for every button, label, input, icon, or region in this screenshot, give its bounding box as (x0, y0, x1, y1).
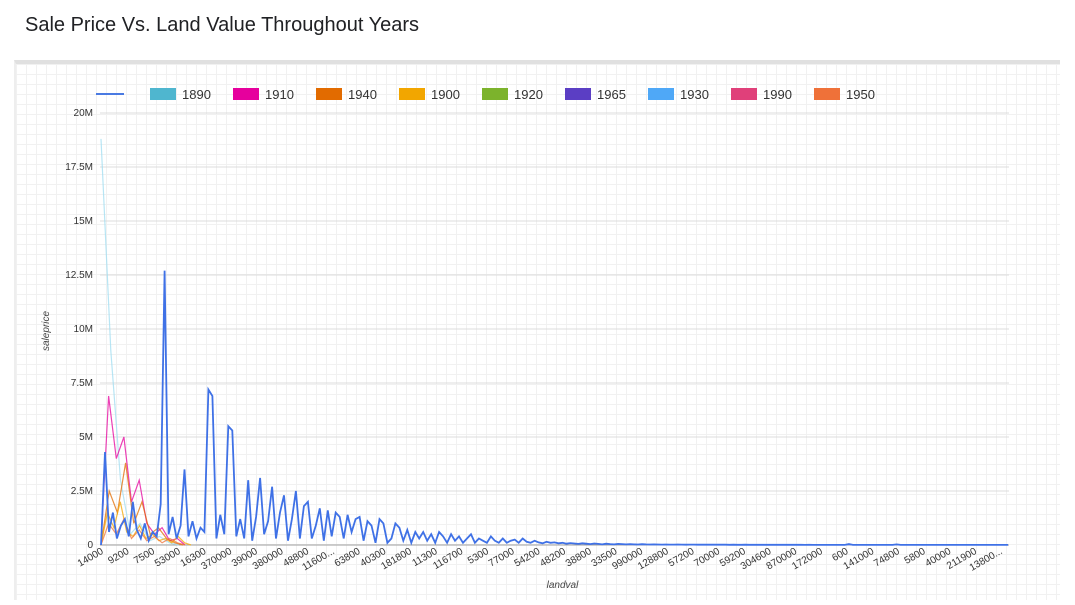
x-tick-label: 63800 (333, 546, 363, 570)
x-tick-label: 57200 (667, 546, 697, 570)
x-tick-label: 38800 (564, 546, 594, 570)
legend-swatch-1890 (150, 88, 176, 100)
y-tick-label: 5M (79, 432, 93, 443)
x-tick-label: 53000 (153, 546, 183, 570)
y-tick-label: 20M (74, 108, 93, 119)
x-tick-label: 5800 (903, 546, 928, 567)
x-tick-label: 48200 (538, 546, 568, 570)
legend-label-1900: 1900 (431, 87, 460, 102)
y-tick-label: 15M (74, 216, 93, 227)
legend-label-1965: 1965 (597, 87, 626, 102)
legend-label-1950: 1950 (846, 87, 875, 102)
legend-swatch-1910 (233, 88, 259, 100)
x-tick-label: 77000 (487, 546, 517, 570)
y-tick-label: 10M (74, 324, 93, 335)
x-tick-label: 5300 (466, 546, 491, 567)
x-tick-label: 7500 (132, 546, 157, 567)
chart-card: 0 2.5M 5M 7.5M 10M 12.5M 15M 17.5M 20M 14000 9200 7… (14, 60, 1060, 600)
legend-swatch-1920 (482, 88, 508, 100)
x-tick-label: 70000 (692, 546, 722, 570)
y-tick-label: 12.5M (65, 270, 93, 281)
page-title: Sale Price Vs. Land Value Throughout Yea… (25, 14, 419, 36)
x-tick-label: 116700 (431, 546, 465, 572)
legend-swatch-1950 (814, 88, 840, 100)
y-tick-label: 0 (87, 540, 93, 551)
y-tick-label: 17.5M (65, 162, 93, 173)
legend-swatch-1965 (565, 88, 591, 100)
series-line-main (100, 270, 1008, 546)
legend-swatch-1900 (399, 88, 425, 100)
legend-label-1990: 1990 (763, 87, 792, 102)
y-axis-title: saleprice (41, 311, 52, 351)
legend-swatch-1990 (731, 88, 757, 100)
y-tick-label: 2.5M (71, 486, 93, 497)
x-tick-label: 74800 (872, 546, 902, 570)
legend-label-1910: 1910 (265, 87, 294, 102)
x-axis-title: landval (547, 580, 579, 591)
series-line-1950 (100, 517, 186, 546)
legend-label-1890: 1890 (182, 87, 211, 102)
legend-swatch-1940 (316, 88, 342, 100)
legend-label-1930: 1930 (680, 87, 709, 102)
x-tick-label: 9200 (106, 546, 131, 567)
legend-label-1920: 1920 (514, 87, 543, 102)
legend-label-1940: 1940 (348, 87, 377, 102)
x-tick-label: 54200 (513, 546, 543, 570)
y-tick-label: 7.5M (71, 378, 93, 389)
series-line-1940 (100, 462, 184, 546)
legend-swatch-1930 (648, 88, 674, 100)
